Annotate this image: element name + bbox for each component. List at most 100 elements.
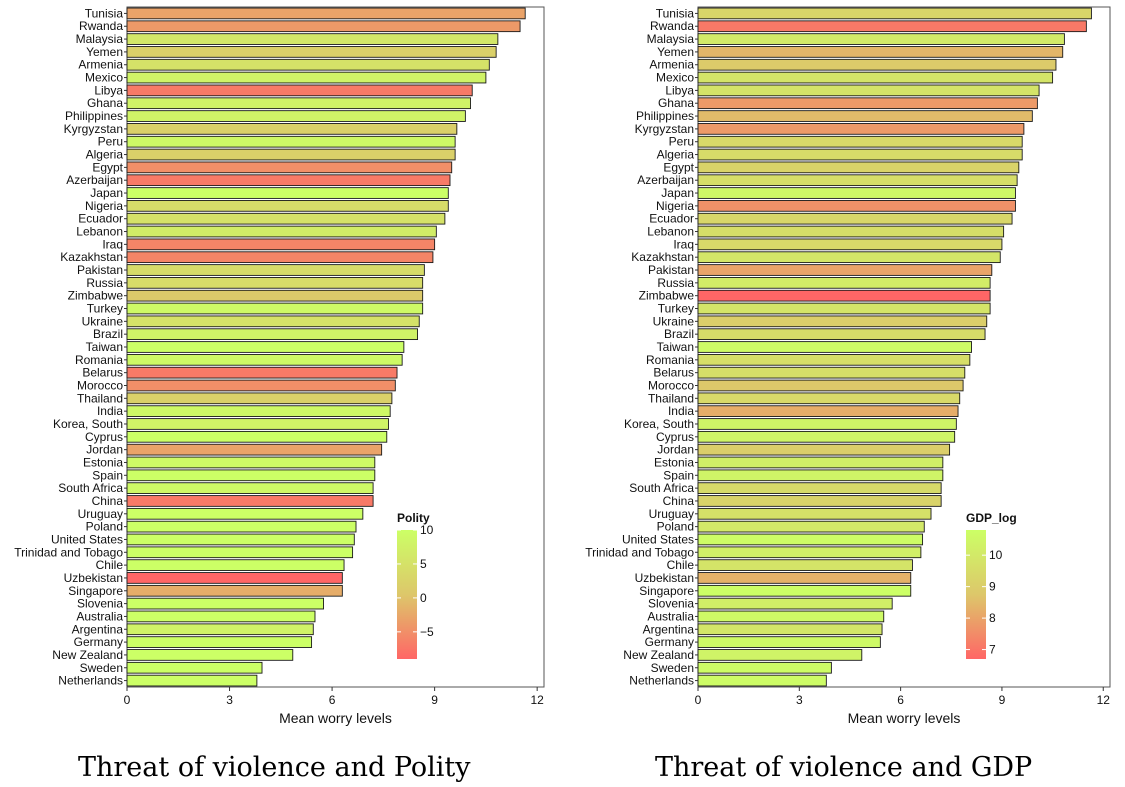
bar-lebanon (126, 225, 437, 238)
bar-korea-south (126, 418, 389, 430)
bar-rwanda (126, 20, 521, 33)
y-tick-label: Romania (646, 353, 694, 367)
x-axis-label: Mean worry levels (848, 710, 961, 726)
bar-taiwan (126, 341, 405, 353)
bar-thailand (697, 392, 961, 405)
y-tick-label: New Zealand (623, 648, 694, 662)
bar-romania (126, 353, 403, 366)
bar-azerbaijan (697, 174, 1018, 187)
bar-nigeria (697, 200, 1016, 212)
y-tick-label: Lebanon (647, 225, 694, 239)
bar-slovenia (126, 597, 324, 610)
bar-belarus (126, 366, 398, 379)
bar-chile (126, 559, 345, 571)
y-tick-label: Poland (86, 520, 123, 534)
bar-malaysia (126, 33, 499, 45)
bar-ecuador (697, 212, 1013, 225)
bar-uruguay (126, 507, 364, 520)
legend-title: GDP_log (966, 511, 1017, 525)
y-tick-label: Morocco (77, 378, 123, 392)
x-tick-label: 6 (897, 693, 904, 707)
bar-mexico (697, 71, 1054, 84)
y-tick-label: Lebanon (76, 225, 123, 239)
bar-sweden (697, 661, 832, 674)
legend-title: Polity (397, 511, 430, 525)
y-tick-label: Yemen (657, 45, 694, 59)
bar-germany (126, 636, 313, 648)
bar-morocco (126, 379, 396, 392)
legend-tick-label: 10 (420, 523, 434, 537)
legend-colorbar (966, 530, 986, 659)
y-tick-label: Cyprus (656, 430, 694, 444)
y-tick-label: Taiwan (657, 340, 694, 354)
y-tick-label: Tunisia (85, 6, 124, 20)
bar-ukraine (697, 315, 988, 328)
bar-ghana (697, 97, 1038, 110)
bar-belarus (697, 366, 966, 379)
bar-poland (126, 520, 357, 533)
bar-argentina (697, 623, 883, 636)
bar-chart-polity: TunisiaRwandaMalaysiaYemenArmeniaMexicoL… (14, 6, 545, 726)
y-tick-label: Rwanda (79, 19, 123, 33)
bar-russia (697, 277, 991, 289)
bar-slovenia (697, 597, 893, 610)
y-tick-label: Pakistan (648, 263, 694, 277)
legend-tick-label: 7 (989, 643, 996, 657)
y-tick-label: Ecuador (649, 212, 694, 226)
bar-azerbaijan (126, 174, 451, 187)
bar-trinidad-and-tobago (697, 546, 922, 559)
bar-uruguay (697, 507, 932, 520)
bar-peru (697, 135, 1023, 148)
bar-estonia (697, 456, 944, 469)
y-tick-label: Turkey (87, 302, 123, 316)
y-tick-label: Armenia (78, 58, 123, 72)
y-tick-label: Libya (94, 83, 123, 97)
bar-yemen (697, 46, 1064, 58)
bar-south-africa (697, 482, 942, 494)
y-tick-label: New Zealand (52, 648, 123, 662)
y-tick-label: Brazil (664, 327, 694, 341)
bar-singapore (126, 584, 343, 597)
bar-netherlands (126, 674, 258, 687)
bar-algeria (126, 148, 456, 161)
y-tick-label: Brazil (93, 327, 123, 341)
y-tick-label: Ukraine (653, 314, 695, 328)
y-tick-label: Pakistan (77, 263, 123, 277)
y-tick-label: India (97, 404, 123, 418)
y-tick-label: Tunisia (656, 6, 695, 20)
y-tick-label: Zimbabwe (68, 289, 124, 303)
bar-germany (697, 636, 881, 648)
x-tick-label: 12 (1097, 693, 1111, 707)
bar-armenia (697, 58, 1057, 71)
y-tick-label: Ghana (87, 96, 123, 110)
bar-taiwan (697, 341, 972, 353)
bar-cyprus (126, 430, 388, 443)
bar-kazakhstan (697, 251, 1001, 264)
legend-tick-label: 5 (420, 557, 427, 571)
bar-japan (697, 187, 1016, 199)
bar-philippines (126, 110, 466, 122)
y-tick-label: India (668, 404, 694, 418)
y-tick-label: United States (51, 532, 123, 546)
bar-korea-south (697, 418, 957, 430)
y-tick-label: Kyrgyzstan (635, 122, 694, 136)
y-tick-label: Iraq (102, 237, 123, 251)
x-tick-label: 9 (999, 693, 1006, 707)
y-tick-label: Singapore (639, 584, 694, 598)
y-tick-label: Nigeria (85, 199, 123, 213)
bar-poland (697, 520, 925, 533)
bar-libya (126, 84, 473, 97)
y-tick-label: Thailand (648, 391, 694, 405)
y-tick-label: Peru (98, 135, 123, 149)
y-tick-label: Ghana (658, 96, 694, 110)
y-tick-label: Egypt (92, 160, 123, 174)
y-tick-label: Belarus (653, 366, 694, 380)
y-tick-label: Azerbaijan (66, 173, 123, 187)
y-tick-label: Malaysia (76, 32, 124, 46)
y-tick-label: Estonia (654, 455, 694, 469)
bar-spain (126, 469, 376, 482)
bar-romania (697, 353, 971, 366)
y-tick-label: Mexico (656, 71, 694, 85)
bar-yemen (126, 46, 497, 58)
bar-brazil (126, 328, 418, 341)
